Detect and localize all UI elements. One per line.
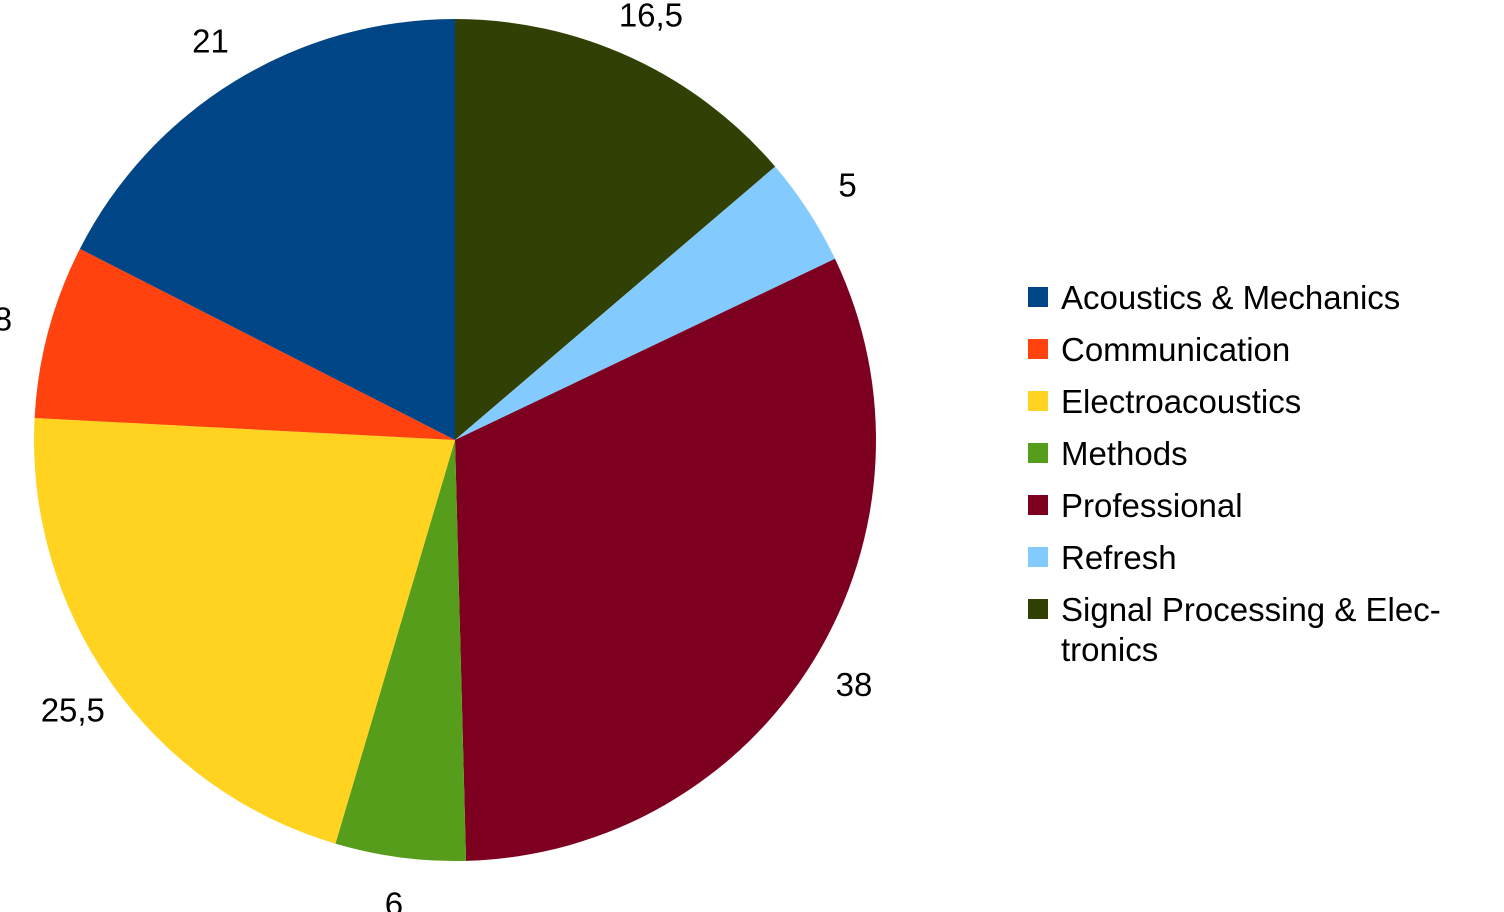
- data-label-acoustics-and-mechanics: 21: [192, 22, 229, 59]
- data-label-electroacoustics: 25,5: [41, 692, 105, 729]
- legend-label-signal-processing-and-electronics: Signal Processing & Elec-tronics: [1061, 591, 1441, 668]
- data-label-signal-processing-and-electronics: 16,5: [619, 0, 683, 33]
- data-label-methods: 6: [385, 885, 403, 912]
- pie-slice-acoustics-and-mechanics: [79, 19, 455, 440]
- pie-slice-professional: [455, 258, 876, 861]
- legend-label-communication: Communication: [1061, 331, 1290, 368]
- data-label-professional: 38: [836, 666, 873, 703]
- legend-label-methods: Methods: [1061, 435, 1188, 472]
- legend-label-acoustics-and-mechanics: Acoustics & Mechanics: [1061, 279, 1400, 316]
- legend-swatch-signal-processing-and-electronics: [1028, 599, 1048, 619]
- legend-label-electroacoustics: Electroacoustics: [1061, 383, 1301, 420]
- legend-label-refresh: Refresh: [1061, 539, 1177, 576]
- pie-slice-signal-processing-and-electronics: [455, 19, 776, 440]
- pie-slice-refresh: [455, 166, 835, 440]
- legend-swatch-communication: [1028, 339, 1048, 359]
- legend-swatch-methods: [1028, 443, 1048, 463]
- legend: Acoustics & Mechanics Communication Electr…: [1028, 279, 1441, 668]
- legend-swatch-electroacoustics: [1028, 391, 1048, 411]
- legend-swatch-acoustics-and-mechanics: [1028, 287, 1048, 307]
- pie-slice-methods: [335, 440, 467, 861]
- pie-slice-communication: [34, 248, 455, 440]
- legend-label-professional: Professional: [1061, 487, 1243, 524]
- data-labels: 16,5 5 38 6 25,5 8 21: [0, 0, 872, 912]
- data-label-refresh: 5: [838, 167, 856, 204]
- legend-swatch-professional: [1028, 495, 1048, 515]
- legend-swatch-refresh: [1028, 547, 1048, 567]
- pie-slice-electroacoustics: [33, 417, 455, 844]
- data-label-communication: 8: [0, 300, 12, 337]
- pie-slices: [33, 19, 876, 861]
